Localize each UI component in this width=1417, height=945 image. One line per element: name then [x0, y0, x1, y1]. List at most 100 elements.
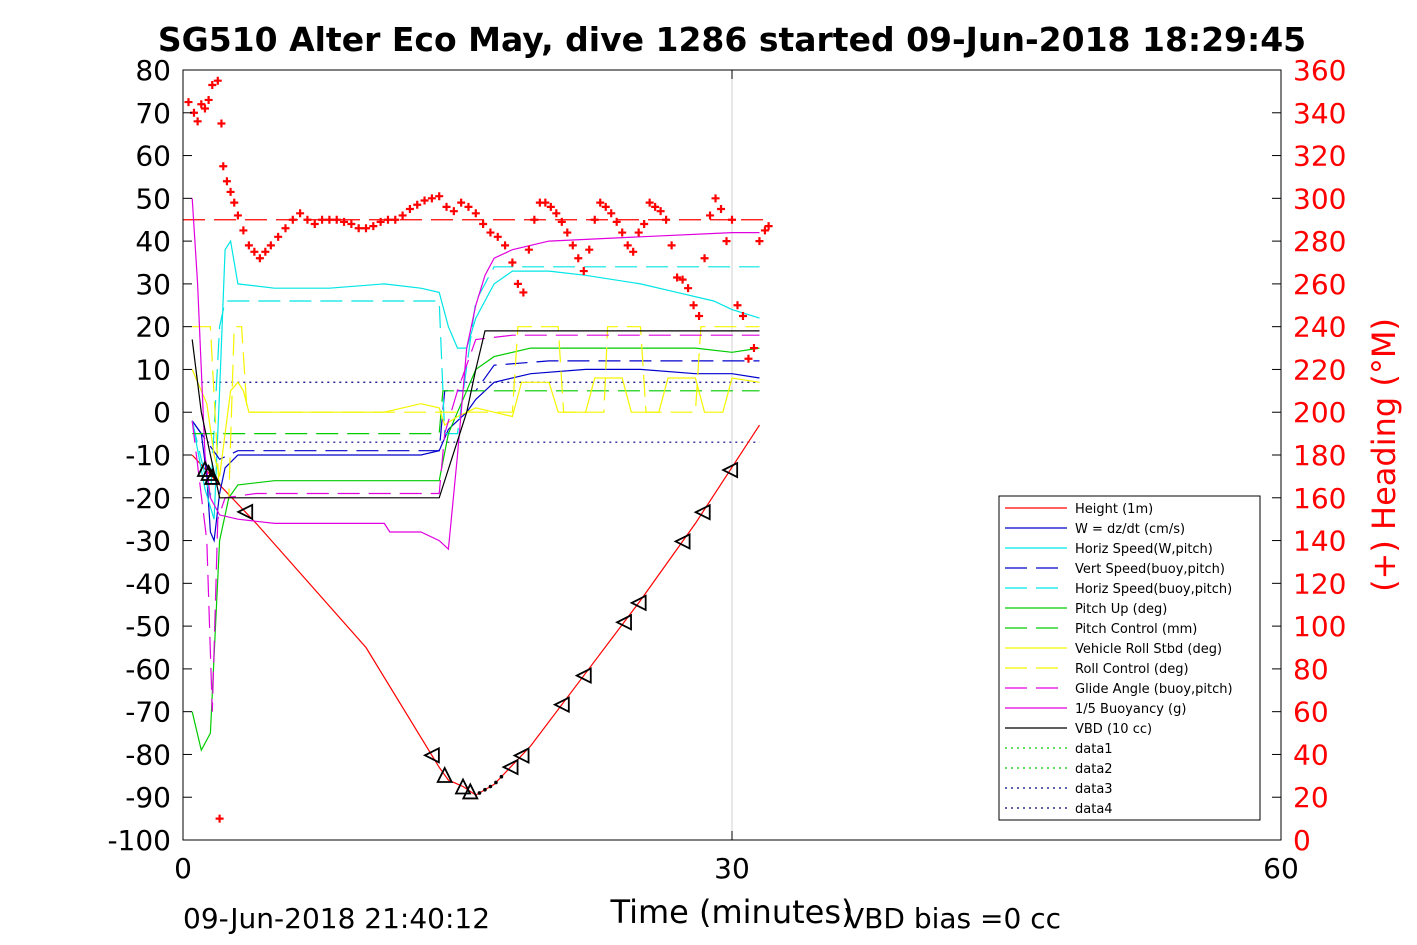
heading-marker: [493, 232, 502, 241]
y-tick-label-left: -60: [125, 653, 171, 686]
heading-marker: [213, 76, 222, 85]
heading-marker: [722, 237, 731, 246]
x-axis: 0 30 60: [174, 70, 1299, 885]
heading-marker: [744, 354, 753, 363]
y-tick-label-right: 120: [1293, 567, 1346, 600]
y-axis-right: 3603403203002802602402202001801601401201…: [1272, 54, 1346, 857]
heading-marker: [513, 279, 522, 288]
y-tick-label-right: 200: [1293, 396, 1346, 429]
legend-label: W = dz/dt (cm/s): [1075, 522, 1185, 537]
heading-marker: [435, 192, 444, 201]
y-tick-label-left: 40: [135, 225, 171, 258]
height-triangle-marker: [203, 467, 221, 485]
y-tick-label-right: 0: [1293, 824, 1311, 857]
heading-marker: [217, 119, 226, 128]
height-triangle-marker: [615, 613, 632, 631]
y-tick-label-left: -10: [125, 439, 171, 472]
height-triangle-markers: [196, 459, 739, 800]
heading-marker: [508, 258, 517, 267]
heading-marker: [557, 217, 566, 226]
heading-marker: [479, 220, 488, 228]
heading-marker: [700, 254, 709, 263]
footer-timestamp: 09-Jun-2018 21:40:12: [183, 902, 490, 935]
heading-marker: [193, 117, 202, 126]
heading-marker: [233, 211, 242, 220]
heading-marker: [281, 224, 290, 233]
heading-marker: [667, 241, 676, 250]
legend-label: 1/5 Buoyancy (g): [1075, 702, 1186, 717]
heading-marker: [288, 215, 297, 224]
y-tick-label-right: 340: [1293, 97, 1346, 130]
heading-marker: [749, 344, 758, 353]
legend-label: Height (1m): [1075, 502, 1153, 517]
x-tick-label: 30: [714, 852, 750, 885]
y-tick-label-left: 20: [135, 311, 171, 344]
y-tick-label-right: 280: [1293, 225, 1346, 258]
y-tick-label-left: 80: [135, 54, 171, 87]
y-tick-label-left: -90: [125, 781, 171, 814]
heading-marker: [596, 198, 605, 207]
heading-marker: [755, 237, 764, 246]
x-tick-label: 0: [174, 852, 192, 885]
heading-marker: [310, 220, 319, 228]
heading-marker: [689, 301, 698, 310]
heading-marker: [738, 311, 747, 320]
legend-label: data4: [1075, 802, 1113, 817]
heading-marker: [728, 215, 736, 224]
heading-marker: [376, 217, 385, 226]
heading-marker: [563, 228, 572, 237]
heading-marker: [413, 200, 422, 209]
heading-marker: [449, 207, 458, 216]
heading-marker: [303, 215, 312, 224]
y-tick-label-left: 0: [153, 396, 171, 429]
heading-marker: [296, 209, 305, 218]
heading-marker: [541, 198, 550, 207]
legend-label: data3: [1075, 782, 1113, 797]
heading-marker: [325, 215, 334, 224]
heading-marker: [391, 215, 400, 224]
heading-marker: [239, 226, 248, 235]
heading-marker: [519, 288, 528, 297]
height-triangle-marker: [629, 594, 647, 612]
heading-marker: [651, 202, 660, 211]
x-tick-label: 60: [1263, 852, 1299, 885]
heading-marker: [706, 211, 715, 220]
heading-marker: [347, 220, 356, 228]
heading-marker: [656, 207, 665, 216]
y-tick-label-right: 260: [1293, 268, 1346, 301]
heading-marker: [471, 209, 480, 218]
series-line-5: [191, 347, 760, 752]
height-dot: [483, 787, 487, 792]
height-triangle-marker: [196, 459, 214, 477]
heading-marker: [590, 215, 599, 224]
heading-marker: [662, 215, 671, 224]
series-line-1: [191, 368, 760, 543]
y-tick-label-left: -40: [125, 567, 171, 600]
legend-label: VBD (10 cc): [1075, 722, 1152, 737]
y-tick-label-right: 20: [1293, 781, 1329, 814]
heading-marker: [717, 205, 726, 214]
height-triangle-marker: [236, 503, 254, 521]
y-tick-label-right: 180: [1293, 439, 1346, 472]
series-line-2: [191, 239, 760, 520]
height-dot: [499, 774, 504, 779]
height-triangle-marker: [574, 667, 592, 685]
heading-marker: [274, 232, 283, 241]
y-tick-label-right: 60: [1293, 696, 1329, 729]
y-tick-label-left: -80: [125, 738, 171, 771]
heading-marker: [601, 202, 610, 211]
height-triangle-marker: [200, 463, 218, 481]
y-tick-label-right: 160: [1293, 482, 1346, 515]
height-triangle-marker: [461, 782, 479, 800]
heading-marker: [354, 224, 363, 233]
height-triangle-marker: [721, 461, 739, 479]
legend-box: [998, 495, 1261, 821]
series-line-9: [191, 334, 760, 712]
heading-marker: [405, 205, 414, 214]
y-tick-label-left: 50: [135, 182, 171, 215]
reference-lines: [183, 219, 769, 443]
heading-marker: [552, 209, 561, 218]
heading-marker: [250, 247, 259, 256]
heading-marker: [204, 95, 213, 104]
